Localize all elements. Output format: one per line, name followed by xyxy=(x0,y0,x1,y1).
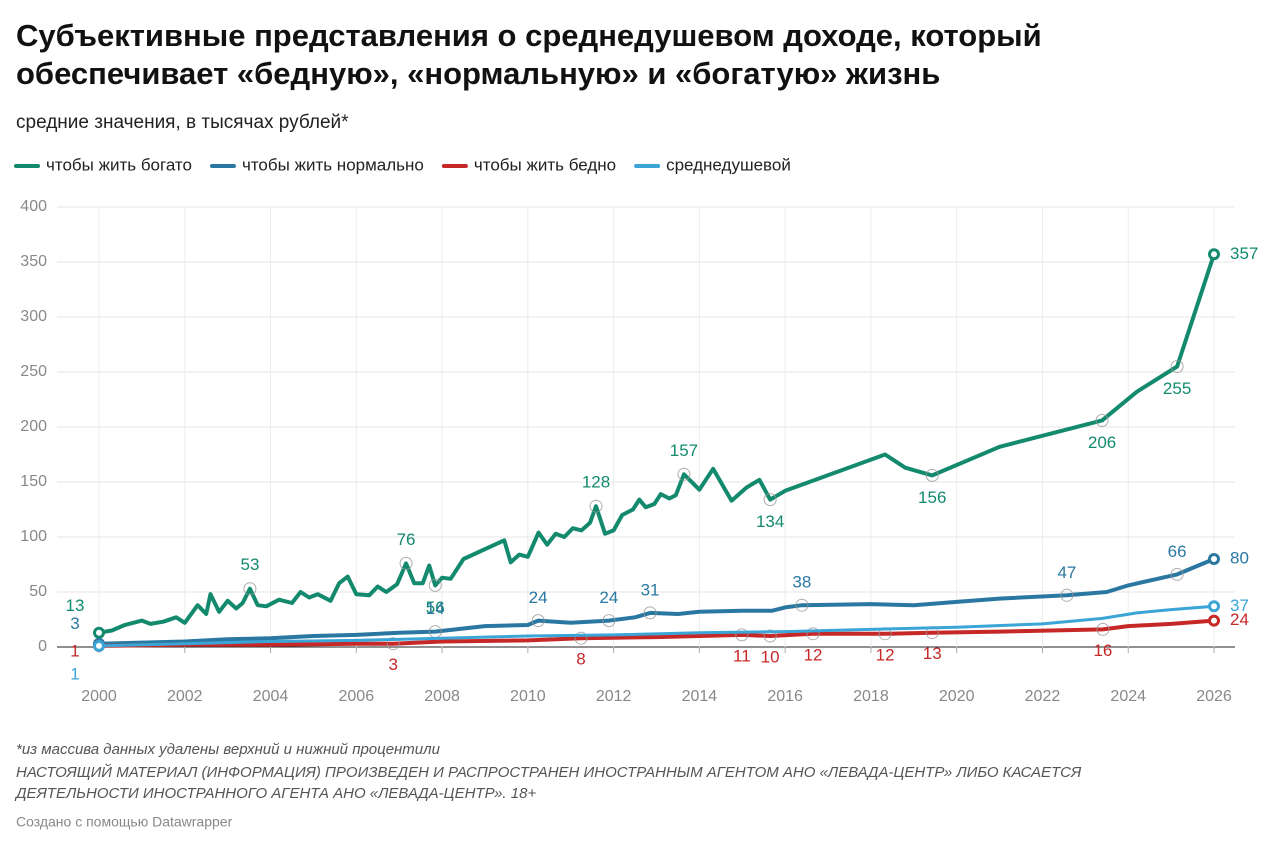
annotated-point xyxy=(531,614,545,628)
x-tick-label: 2026 xyxy=(1196,688,1232,705)
x-tick-label: 2008 xyxy=(424,688,460,705)
series-line xyxy=(97,252,1216,635)
data-label: 11 xyxy=(733,646,751,665)
data-label: 31 xyxy=(641,580,660,599)
data-label: 206 xyxy=(1088,433,1116,452)
footnote: НАСТОЯЩИЙ МАТЕРИАЛ (ИНФОРМАЦИЯ) ПРОИЗВЕД… xyxy=(16,763,1082,781)
annotated-point xyxy=(806,627,820,641)
end-point xyxy=(1208,553,1220,565)
end-point xyxy=(93,639,105,652)
annotated-point xyxy=(428,578,442,592)
annotated-point xyxy=(602,614,616,628)
data-label: 157 xyxy=(670,441,698,460)
data-label: 128 xyxy=(582,473,610,492)
annotated-point xyxy=(1060,588,1074,602)
annotated-point xyxy=(589,499,603,513)
end-point xyxy=(1208,614,1220,627)
y-tick-label: 200 xyxy=(20,418,47,435)
data-label: 8 xyxy=(576,650,585,669)
x-tick-label: 2018 xyxy=(853,688,889,705)
annotated-point xyxy=(386,637,400,651)
legend-label: чтобы жить нормально xyxy=(242,155,424,174)
data-label: 3 xyxy=(70,614,79,633)
annotated-point xyxy=(925,468,939,482)
end-point xyxy=(1208,248,1220,261)
series-line xyxy=(97,604,1216,648)
annotated-point xyxy=(763,629,777,643)
legend-label: чтобы жить богато xyxy=(46,155,192,174)
data-label: 24 xyxy=(1230,610,1249,629)
data-label: 38 xyxy=(792,573,811,592)
footnote: *из массива данных удалены верхний и ниж… xyxy=(16,741,441,758)
annotated-point xyxy=(795,598,809,612)
end-point xyxy=(93,626,105,639)
x-tick-label: 2020 xyxy=(939,688,975,705)
annotated-point xyxy=(1170,567,1184,581)
data-label: 66 xyxy=(1168,542,1187,561)
annotated-point xyxy=(574,631,588,645)
data-label: 12 xyxy=(876,645,895,664)
y-tick-label: 50 xyxy=(29,583,47,600)
data-label: 357 xyxy=(1230,244,1258,263)
annotated-point xyxy=(677,467,691,481)
data-label: 56 xyxy=(426,598,445,617)
series-line xyxy=(97,618,1216,648)
annotated-point xyxy=(1095,413,1109,427)
data-label: 134 xyxy=(756,512,784,531)
annotated-point xyxy=(763,493,777,507)
annotated-point xyxy=(399,556,413,570)
data-label: 10 xyxy=(761,647,780,666)
data-label: 255 xyxy=(1163,379,1191,398)
chart-title: Субъективные представления о среднедушев… xyxy=(16,18,1042,53)
data-label: 1 xyxy=(70,641,79,660)
x-tick-label: 2000 xyxy=(81,688,117,705)
data-label: 13 xyxy=(66,596,85,615)
series-line xyxy=(97,557,1216,646)
y-tick-label: 100 xyxy=(20,528,47,545)
data-label: 24 xyxy=(599,588,618,607)
annotated-point xyxy=(643,606,657,620)
data-label: 156 xyxy=(918,488,946,507)
data-label: 3 xyxy=(388,655,397,674)
x-tick-label: 2014 xyxy=(682,688,718,705)
data-label: 53 xyxy=(240,555,259,574)
data-label: 12 xyxy=(804,645,823,664)
data-label: 37 xyxy=(1230,596,1249,615)
legend-label: среднедушевой xyxy=(666,155,791,174)
legend-label: чтобы жить бедно xyxy=(474,155,616,174)
annotated-point xyxy=(243,582,257,596)
y-tick-label: 0 xyxy=(38,638,47,655)
data-label: 47 xyxy=(1057,563,1076,582)
x-tick-label: 2012 xyxy=(596,688,632,705)
y-tick-label: 250 xyxy=(20,363,47,380)
annotated-point xyxy=(735,628,749,642)
end-point xyxy=(1208,600,1220,613)
x-tick-label: 2010 xyxy=(510,688,546,705)
data-label: 16 xyxy=(1093,641,1112,660)
data-label: 13 xyxy=(923,644,942,663)
x-tick-label: 2002 xyxy=(167,688,203,705)
x-tick-label: 2006 xyxy=(339,688,375,705)
y-tick-label: 150 xyxy=(20,473,47,490)
data-label: 1 xyxy=(70,664,79,683)
data-label: 24 xyxy=(529,588,548,607)
data-label: 76 xyxy=(397,530,416,549)
annotated-point xyxy=(1096,622,1110,636)
y-tick-label: 350 xyxy=(20,253,47,270)
x-tick-label: 2022 xyxy=(1025,688,1061,705)
data-label: 14 xyxy=(426,599,445,618)
x-tick-label: 2016 xyxy=(767,688,803,705)
y-tick-label: 400 xyxy=(20,198,47,215)
subtitle: средние значения, в тысячах рублей* xyxy=(16,112,349,133)
y-tick-label: 300 xyxy=(20,308,47,325)
x-tick-label: 2004 xyxy=(253,688,289,705)
annotated-point xyxy=(1170,360,1184,373)
data-label: 80 xyxy=(1230,548,1249,567)
footnote: ДЕЯТЕЛЬНОСТИ ИНОСТРАННОГО АГЕНТА АНО «ЛЕ… xyxy=(14,785,536,802)
chart-title: обеспечивает «бедную», «нормальную» и «б… xyxy=(16,56,940,91)
x-tick-label: 2024 xyxy=(1110,688,1146,705)
credit: Создано с помощью Datawrapper xyxy=(16,814,233,830)
